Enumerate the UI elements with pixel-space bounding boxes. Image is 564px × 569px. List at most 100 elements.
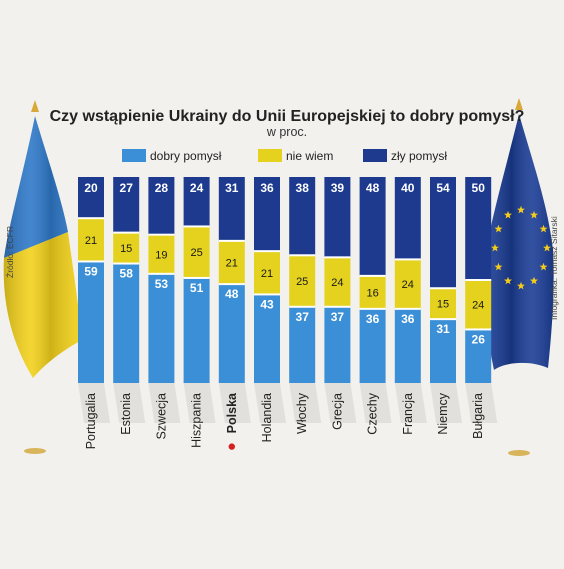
bar-segment-good	[465, 329, 492, 383]
bar-segment-unknown	[430, 288, 456, 320]
eu-star-icon	[530, 276, 538, 285]
data-label-unknown: 21	[85, 235, 97, 247]
data-label-unknown: 19	[155, 249, 167, 261]
data-label-bad: 27	[120, 181, 134, 195]
data-label-good: 51	[190, 281, 204, 295]
highlight-dot-icon	[228, 443, 235, 450]
bar-divider	[254, 250, 280, 253]
data-label-unknown: 15	[437, 299, 449, 311]
bar-divider	[430, 287, 456, 290]
bar-divider	[324, 256, 351, 259]
chart-title: Czy wstąpienie Ukrainy do Unii Europejsk…	[50, 108, 525, 125]
bar-shadow	[78, 383, 110, 423]
eu-star-icon	[539, 224, 548, 233]
bar-segment-unknown	[254, 251, 280, 295]
bar-divider	[465, 328, 492, 331]
bar-segment-good	[148, 273, 175, 383]
bar-divider	[148, 233, 175, 236]
data-label-good: 36	[401, 312, 415, 326]
bar-segment-good	[218, 284, 245, 383]
eu-star-icon	[517, 205, 525, 214]
data-label-bad: 36	[260, 181, 274, 195]
bar-divider	[289, 254, 316, 257]
category-label: Estonia	[119, 393, 133, 435]
bar-segment-good	[289, 306, 316, 383]
credit-note: Infografika: Tomasz Sitarski	[549, 216, 559, 320]
bar-segment-unknown	[465, 280, 492, 330]
data-label-unknown: 25	[296, 276, 308, 288]
data-label-good: 37	[331, 310, 345, 324]
bar-divider	[430, 318, 456, 321]
eu-star-icon	[504, 276, 512, 285]
bar-segment-good	[324, 306, 351, 383]
data-label-unknown: 24	[331, 277, 343, 289]
category-label: Bułgaria	[471, 393, 485, 439]
category-label: Grecja	[330, 393, 344, 430]
eu-star-icon	[539, 262, 548, 271]
data-label-good: 48	[225, 287, 239, 301]
bar-shadow	[113, 383, 146, 423]
bar-segment-bad	[289, 177, 316, 256]
legend-swatch-bad	[363, 149, 387, 162]
eu-star-icon	[494, 224, 503, 233]
bar-divider	[78, 217, 104, 220]
bar-segment-bad	[465, 177, 492, 280]
bar-segment-unknown	[359, 275, 386, 309]
bar-divider	[359, 307, 386, 310]
data-label-good: 58	[120, 267, 134, 281]
bar-segment-unknown	[394, 259, 421, 309]
data-label-bad: 20	[84, 181, 98, 195]
eu-flag	[483, 98, 554, 456]
data-label-good: 43	[260, 297, 274, 311]
data-label-good: 37	[296, 310, 310, 324]
data-label-bad: 48	[366, 181, 380, 195]
bar-shadow	[430, 383, 462, 423]
data-label-unknown: 25	[190, 247, 202, 259]
category-label-highlighted: Polska	[225, 392, 239, 433]
category-label: Portugalia	[84, 393, 98, 449]
data-label-good: 59	[84, 264, 98, 278]
bar-divider	[394, 307, 421, 310]
data-label-unknown: 21	[261, 268, 273, 280]
eu-star-icon	[530, 210, 538, 219]
bar-segment-good	[113, 263, 140, 383]
data-label-bad: 24	[190, 181, 204, 195]
bar-segment-unknown	[148, 234, 175, 274]
chart-subtitle: w proc.	[266, 125, 307, 139]
bar-segment-unknown	[218, 240, 245, 285]
bar-segment-bad	[113, 177, 140, 233]
legend-label-bad: zły pomysł	[391, 149, 447, 163]
bar-segment-bad	[359, 177, 386, 276]
bar-segment-bad	[324, 177, 351, 258]
data-label-bad: 54	[436, 181, 450, 195]
data-label-unknown: 21	[226, 257, 238, 269]
bar-divider	[289, 305, 316, 308]
eu-star-icon	[543, 243, 551, 252]
bar-divider	[324, 305, 351, 308]
bar-shadow	[218, 383, 251, 423]
data-label-good: 26	[472, 332, 486, 346]
bar-divider	[218, 239, 245, 242]
bar-segment-bad	[148, 177, 175, 235]
legend-label-good: dobry pomysł	[150, 149, 222, 163]
bar-segment-bad	[254, 177, 280, 252]
legend-swatch-unknown	[258, 149, 282, 162]
bar-segment-bad	[183, 177, 210, 227]
bar-segment-unknown	[183, 226, 210, 278]
bar-shadow	[289, 383, 322, 423]
bar-divider	[359, 274, 386, 277]
data-label-unknown: 24	[402, 279, 414, 291]
bar-divider	[183, 276, 210, 279]
bars-group: 20 21 59 27 15 58 28 19 53 24 25 51 31 21 48 36 21 43 38 25…	[78, 177, 498, 423]
bar-shadow	[183, 383, 216, 423]
bar-segment-unknown	[289, 255, 316, 307]
data-label-good: 36	[366, 312, 380, 326]
bar-segment-unknown	[113, 232, 140, 264]
eu-star-icon	[504, 210, 512, 219]
data-label-good: 53	[155, 277, 169, 291]
bar-divider	[218, 283, 245, 286]
category-label: Niemcy	[436, 392, 450, 434]
data-label-bad: 50	[472, 181, 486, 195]
data-label-bad: 39	[331, 181, 345, 195]
